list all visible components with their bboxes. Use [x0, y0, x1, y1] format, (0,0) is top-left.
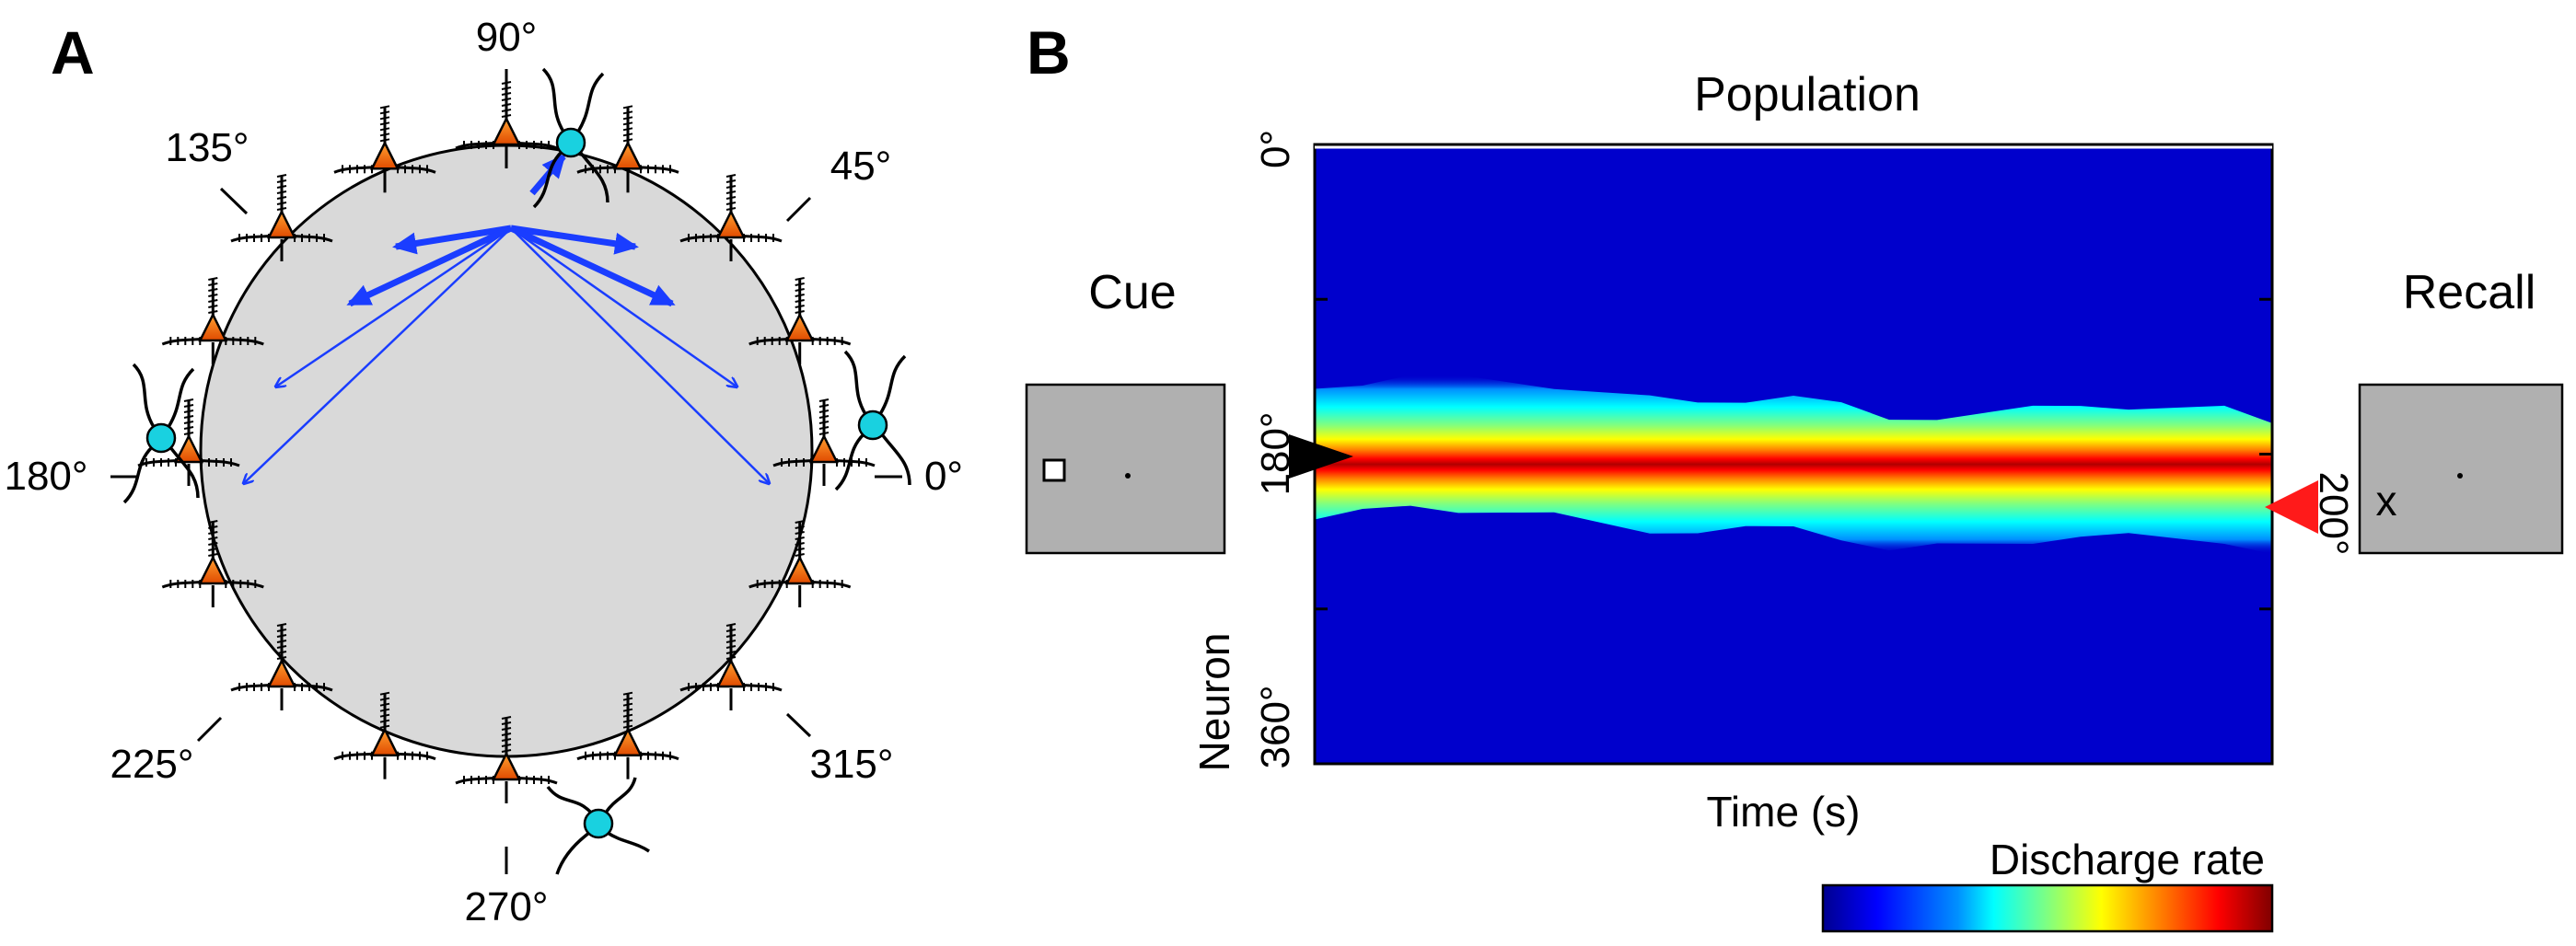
- pyramidal-neuron: [455, 81, 558, 168]
- cue-fixation-dot: [1125, 473, 1131, 479]
- connection-arrow-thin: [244, 227, 512, 483]
- pyramidal-neuron: [333, 691, 436, 779]
- cue-stimulus-square: [1042, 458, 1066, 482]
- recall-response-mark: x: [2376, 477, 2397, 525]
- angle-0-label: 0°: [924, 454, 963, 499]
- y-tick-0: 0°: [1253, 130, 1298, 168]
- panel-a: A 90° 45° 135° 180° 0° 225° 315° 270°: [4, 15, 963, 929]
- angle-225-label: 225°: [110, 742, 193, 787]
- connection-arrows: [244, 153, 769, 483]
- pyramidal-neuron: [161, 277, 264, 364]
- cue-label: Cue: [1088, 266, 1176, 319]
- pyramidal-neuron: [576, 691, 679, 779]
- panel-b-label: B: [1027, 18, 1071, 87]
- y-tick-360: 360°: [1253, 685, 1298, 768]
- recall-angle-label: 200°: [2311, 471, 2356, 555]
- cue-marker-triangle: [1289, 434, 1353, 479]
- angle-labels: 90° 45° 135° 180° 0° 225° 315° 270°: [4, 15, 963, 929]
- angle-315-tick: [785, 712, 812, 738]
- colorbar-label: Discharge rate: [1990, 836, 2265, 883]
- population-title: Population: [1694, 68, 1920, 121]
- interneuron-right: [834, 350, 911, 491]
- connection-arrow-thick: [346, 225, 513, 307]
- pyramidal-neuron: [748, 520, 852, 607]
- panel-b: B Population Cue Recall x 0° 180° 360° N…: [1025, 18, 2564, 933]
- pyramidal-neurons: [137, 81, 876, 803]
- angle-135-tick: [219, 187, 249, 215]
- angle-90-label: 90°: [476, 15, 538, 60]
- recall-label: Recall: [2403, 266, 2536, 319]
- connection-arrow-thick: [392, 225, 512, 255]
- interneuron-left: [122, 363, 200, 504]
- recall-marker-triangle: [2265, 480, 2318, 534]
- pyramidal-neuron: [137, 398, 240, 486]
- pyramidal-neuron: [679, 623, 783, 710]
- connection-arrow-thin: [510, 227, 769, 483]
- pyramidal-neuron: [333, 105, 436, 193]
- angle-45-tick: [785, 196, 812, 223]
- interneurons: [122, 67, 911, 875]
- colorbar: [1821, 883, 2274, 933]
- connection-arrow-thin: [276, 226, 512, 386]
- angle-270-label: 270°: [464, 884, 548, 929]
- angle-135-label: 135°: [165, 125, 249, 170]
- pyramidal-neuron: [230, 174, 333, 261]
- angle-225-tick: [196, 716, 223, 743]
- pyramidal-neuron: [161, 520, 264, 607]
- angle-45-label: 45°: [830, 144, 892, 189]
- x-axis-label: Time (s): [1707, 788, 1861, 836]
- population-heatmap: [1313, 143, 2274, 766]
- recall-screen: [2358, 383, 2564, 555]
- angle-315-label: 315°: [809, 742, 893, 787]
- connection-arrow-thick: [509, 225, 676, 307]
- recall-fixation-dot: [2457, 473, 2463, 479]
- angle-180-label: 180°: [4, 454, 87, 499]
- y-axis-label: Neuron: [1190, 633, 1238, 772]
- interneuron-bottom: [546, 777, 650, 875]
- pyramidal-neuron: [679, 174, 783, 261]
- pyramidal-neuron: [772, 398, 876, 486]
- connection-arrow-thin: [510, 226, 737, 386]
- activity-bump: [1315, 375, 2272, 554]
- interneuron-top: [532, 67, 609, 209]
- panel-a-label: A: [51, 18, 95, 87]
- pyramidal-neuron: [748, 277, 852, 364]
- pyramidal-neuron: [230, 623, 333, 710]
- pyramidal-neuron: [455, 716, 558, 803]
- connection-arrow-thick: [510, 225, 639, 255]
